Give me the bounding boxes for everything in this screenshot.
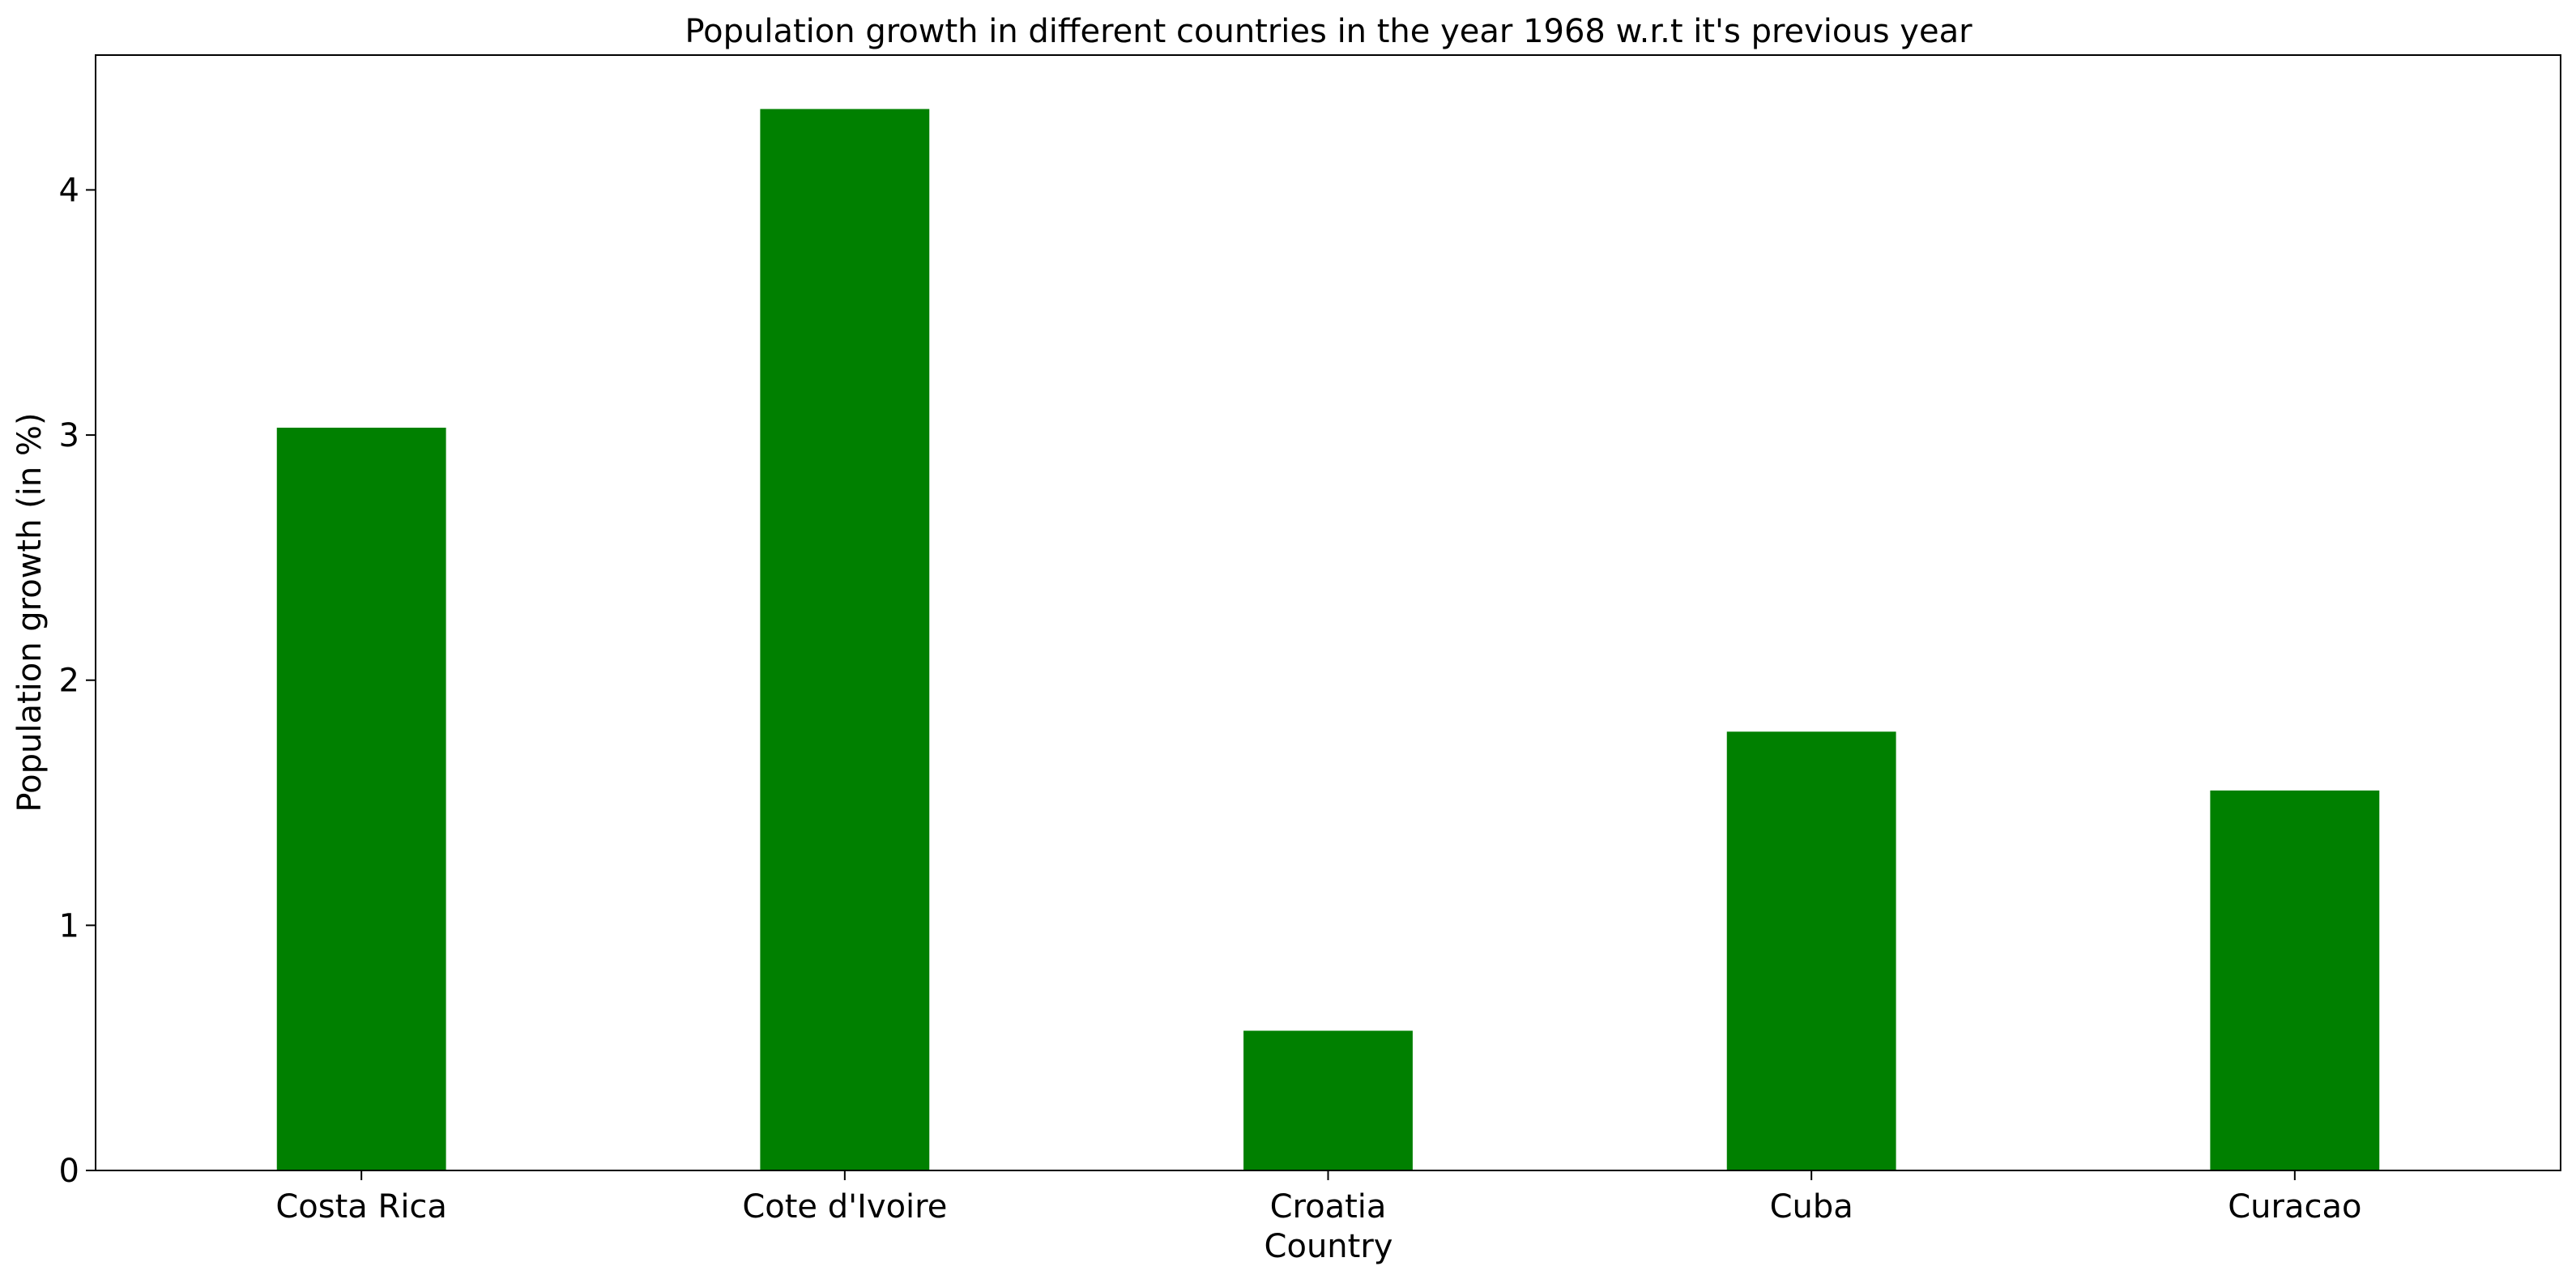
y-axis-ticks: 0 1 2 3 4 bbox=[59, 172, 96, 1190]
plot-area-frame bbox=[95, 54, 2561, 1171]
bar-croatia bbox=[1243, 1030, 1413, 1170]
x-tick-label: Cote d'Ivoire bbox=[742, 1188, 947, 1226]
y-tick-label: 4 bbox=[59, 172, 79, 209]
x-axis-label: Country bbox=[1265, 1228, 1393, 1265]
chart-title: Population growth in different countries… bbox=[685, 13, 1973, 50]
x-tick-label: Curacao bbox=[2228, 1188, 2361, 1226]
y-tick-label: 0 bbox=[59, 1153, 79, 1190]
bar-curacao bbox=[2210, 790, 2380, 1170]
y-tick-label: 3 bbox=[59, 417, 79, 454]
bar-cuba bbox=[1726, 731, 1896, 1170]
bar-cote-d-ivoire bbox=[760, 109, 930, 1171]
bars-group bbox=[276, 109, 2380, 1171]
bar-costa-rica bbox=[276, 428, 446, 1170]
y-axis-label: Population growth (in %) bbox=[11, 412, 49, 812]
x-axis-ticks: Costa Rica Cote d'Ivoire Croatia Cuba Curaca… bbox=[275, 1170, 2361, 1226]
x-tick-label: Croatia bbox=[1270, 1188, 1387, 1226]
x-tick-label: Costa Rica bbox=[275, 1188, 447, 1226]
x-tick-label: Cuba bbox=[1770, 1188, 1853, 1226]
y-tick-label: 1 bbox=[59, 907, 79, 944]
y-tick-label: 2 bbox=[59, 663, 79, 700]
